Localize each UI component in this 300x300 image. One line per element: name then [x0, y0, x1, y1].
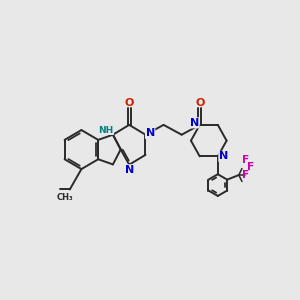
Text: O: O — [124, 98, 134, 108]
Text: O: O — [195, 98, 204, 108]
Text: N: N — [219, 152, 228, 161]
Text: N: N — [146, 128, 155, 138]
Text: F: F — [242, 170, 249, 180]
Text: N: N — [190, 118, 199, 128]
Text: CH₃: CH₃ — [56, 194, 73, 202]
Text: F: F — [247, 162, 254, 172]
Text: NH: NH — [98, 126, 114, 135]
Text: N: N — [124, 165, 134, 175]
Text: F: F — [242, 154, 249, 164]
